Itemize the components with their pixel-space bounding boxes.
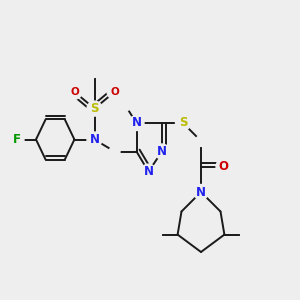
Text: N: N [131,116,142,130]
Circle shape [129,116,144,130]
Circle shape [216,159,231,174]
Text: N: N [196,185,206,199]
Text: S: S [179,116,187,130]
Circle shape [194,184,208,200]
Text: N: N [89,133,100,146]
Circle shape [89,67,100,77]
Circle shape [87,101,102,116]
Circle shape [107,84,122,99]
Text: O: O [110,87,119,97]
Text: N: N [157,145,167,158]
Circle shape [67,84,82,99]
Text: N: N [143,165,154,178]
Circle shape [241,229,251,240]
Text: S: S [90,102,99,115]
Text: O: O [70,87,79,97]
Circle shape [141,164,156,179]
Circle shape [87,132,102,147]
Circle shape [196,136,206,146]
Circle shape [109,146,120,157]
Text: O: O [218,160,229,173]
Circle shape [151,229,161,240]
Circle shape [9,132,24,147]
Text: F: F [13,133,20,146]
Circle shape [176,116,190,130]
Circle shape [154,144,169,159]
Circle shape [120,100,131,111]
